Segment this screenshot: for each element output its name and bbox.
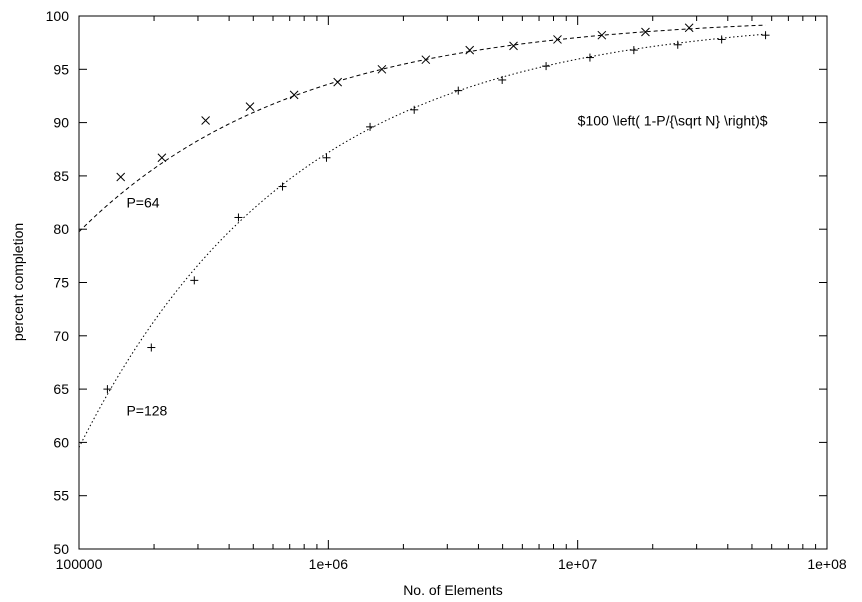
data-point: [684, 23, 694, 33]
axis-tick-labels: 50 55 60 65 70 75 80 85 90 95 100 100000 1e+06 1e+07 1…: [46, 8, 847, 572]
y-tick-label: 55: [53, 488, 69, 504]
annotation: $100 \left( 1-P/{\sqrt N} \right)$: [578, 112, 768, 128]
axis-ticks: [78, 15, 828, 550]
y-tick-label: 80: [53, 221, 69, 237]
data-point: [234, 213, 243, 222]
x-axis-label: No. of Elements: [403, 582, 503, 598]
data-point: [116, 172, 126, 182]
data-point: [553, 35, 562, 44]
data-point: [465, 45, 475, 55]
annotations: $100 \left( 1-P/{\sqrt N} \right)$ P=64 P=…: [126, 112, 767, 418]
data-point: [190, 276, 199, 285]
y-tick-label: 90: [53, 115, 69, 131]
y-tick-label: 95: [53, 61, 69, 77]
data-point: [245, 102, 255, 111]
x-tick-label: 1e+07: [558, 556, 598, 572]
data-point: [333, 77, 343, 87]
data-point: [421, 55, 431, 65]
x-tick-label: 100000: [56, 556, 103, 572]
data-point: [454, 86, 463, 95]
data-point: [289, 90, 299, 100]
data-point: [278, 182, 287, 191]
x-tick-label: 1e+08: [807, 556, 847, 572]
y-tick-label: 60: [53, 434, 69, 450]
data-points: [103, 23, 770, 394]
data-point: [377, 64, 387, 74]
data-point: [147, 343, 156, 352]
data-point: [498, 75, 507, 84]
y-tick-label: 85: [53, 168, 69, 184]
data-point: [597, 30, 607, 40]
annotation: P=128: [126, 402, 167, 418]
fit-curves: [78, 24, 766, 448]
x-tick-label: 1e+06: [309, 556, 349, 572]
y-tick-label: 50: [53, 541, 69, 557]
data-point: [509, 41, 518, 51]
data-point: [673, 40, 682, 49]
annotation: P=64: [126, 195, 159, 211]
y-axis-label: percent completion: [10, 223, 26, 341]
data-point: [157, 153, 167, 163]
data-point: [410, 105, 419, 114]
data-point: [761, 31, 770, 40]
data-point: [641, 27, 650, 37]
data-point: [585, 53, 594, 62]
y-tick-label: 100: [46, 8, 70, 24]
data-point: [542, 62, 551, 71]
y-tick-label: 70: [53, 328, 69, 344]
data-point: [201, 116, 210, 125]
data-point: [322, 153, 331, 162]
data-point: [103, 385, 112, 394]
y-tick-label: 65: [53, 381, 69, 397]
data-point: [366, 122, 375, 131]
data-point: [629, 46, 638, 55]
data-point: [717, 35, 726, 44]
y-tick-label: 75: [53, 275, 69, 291]
fit-curve-p128: [78, 33, 766, 448]
